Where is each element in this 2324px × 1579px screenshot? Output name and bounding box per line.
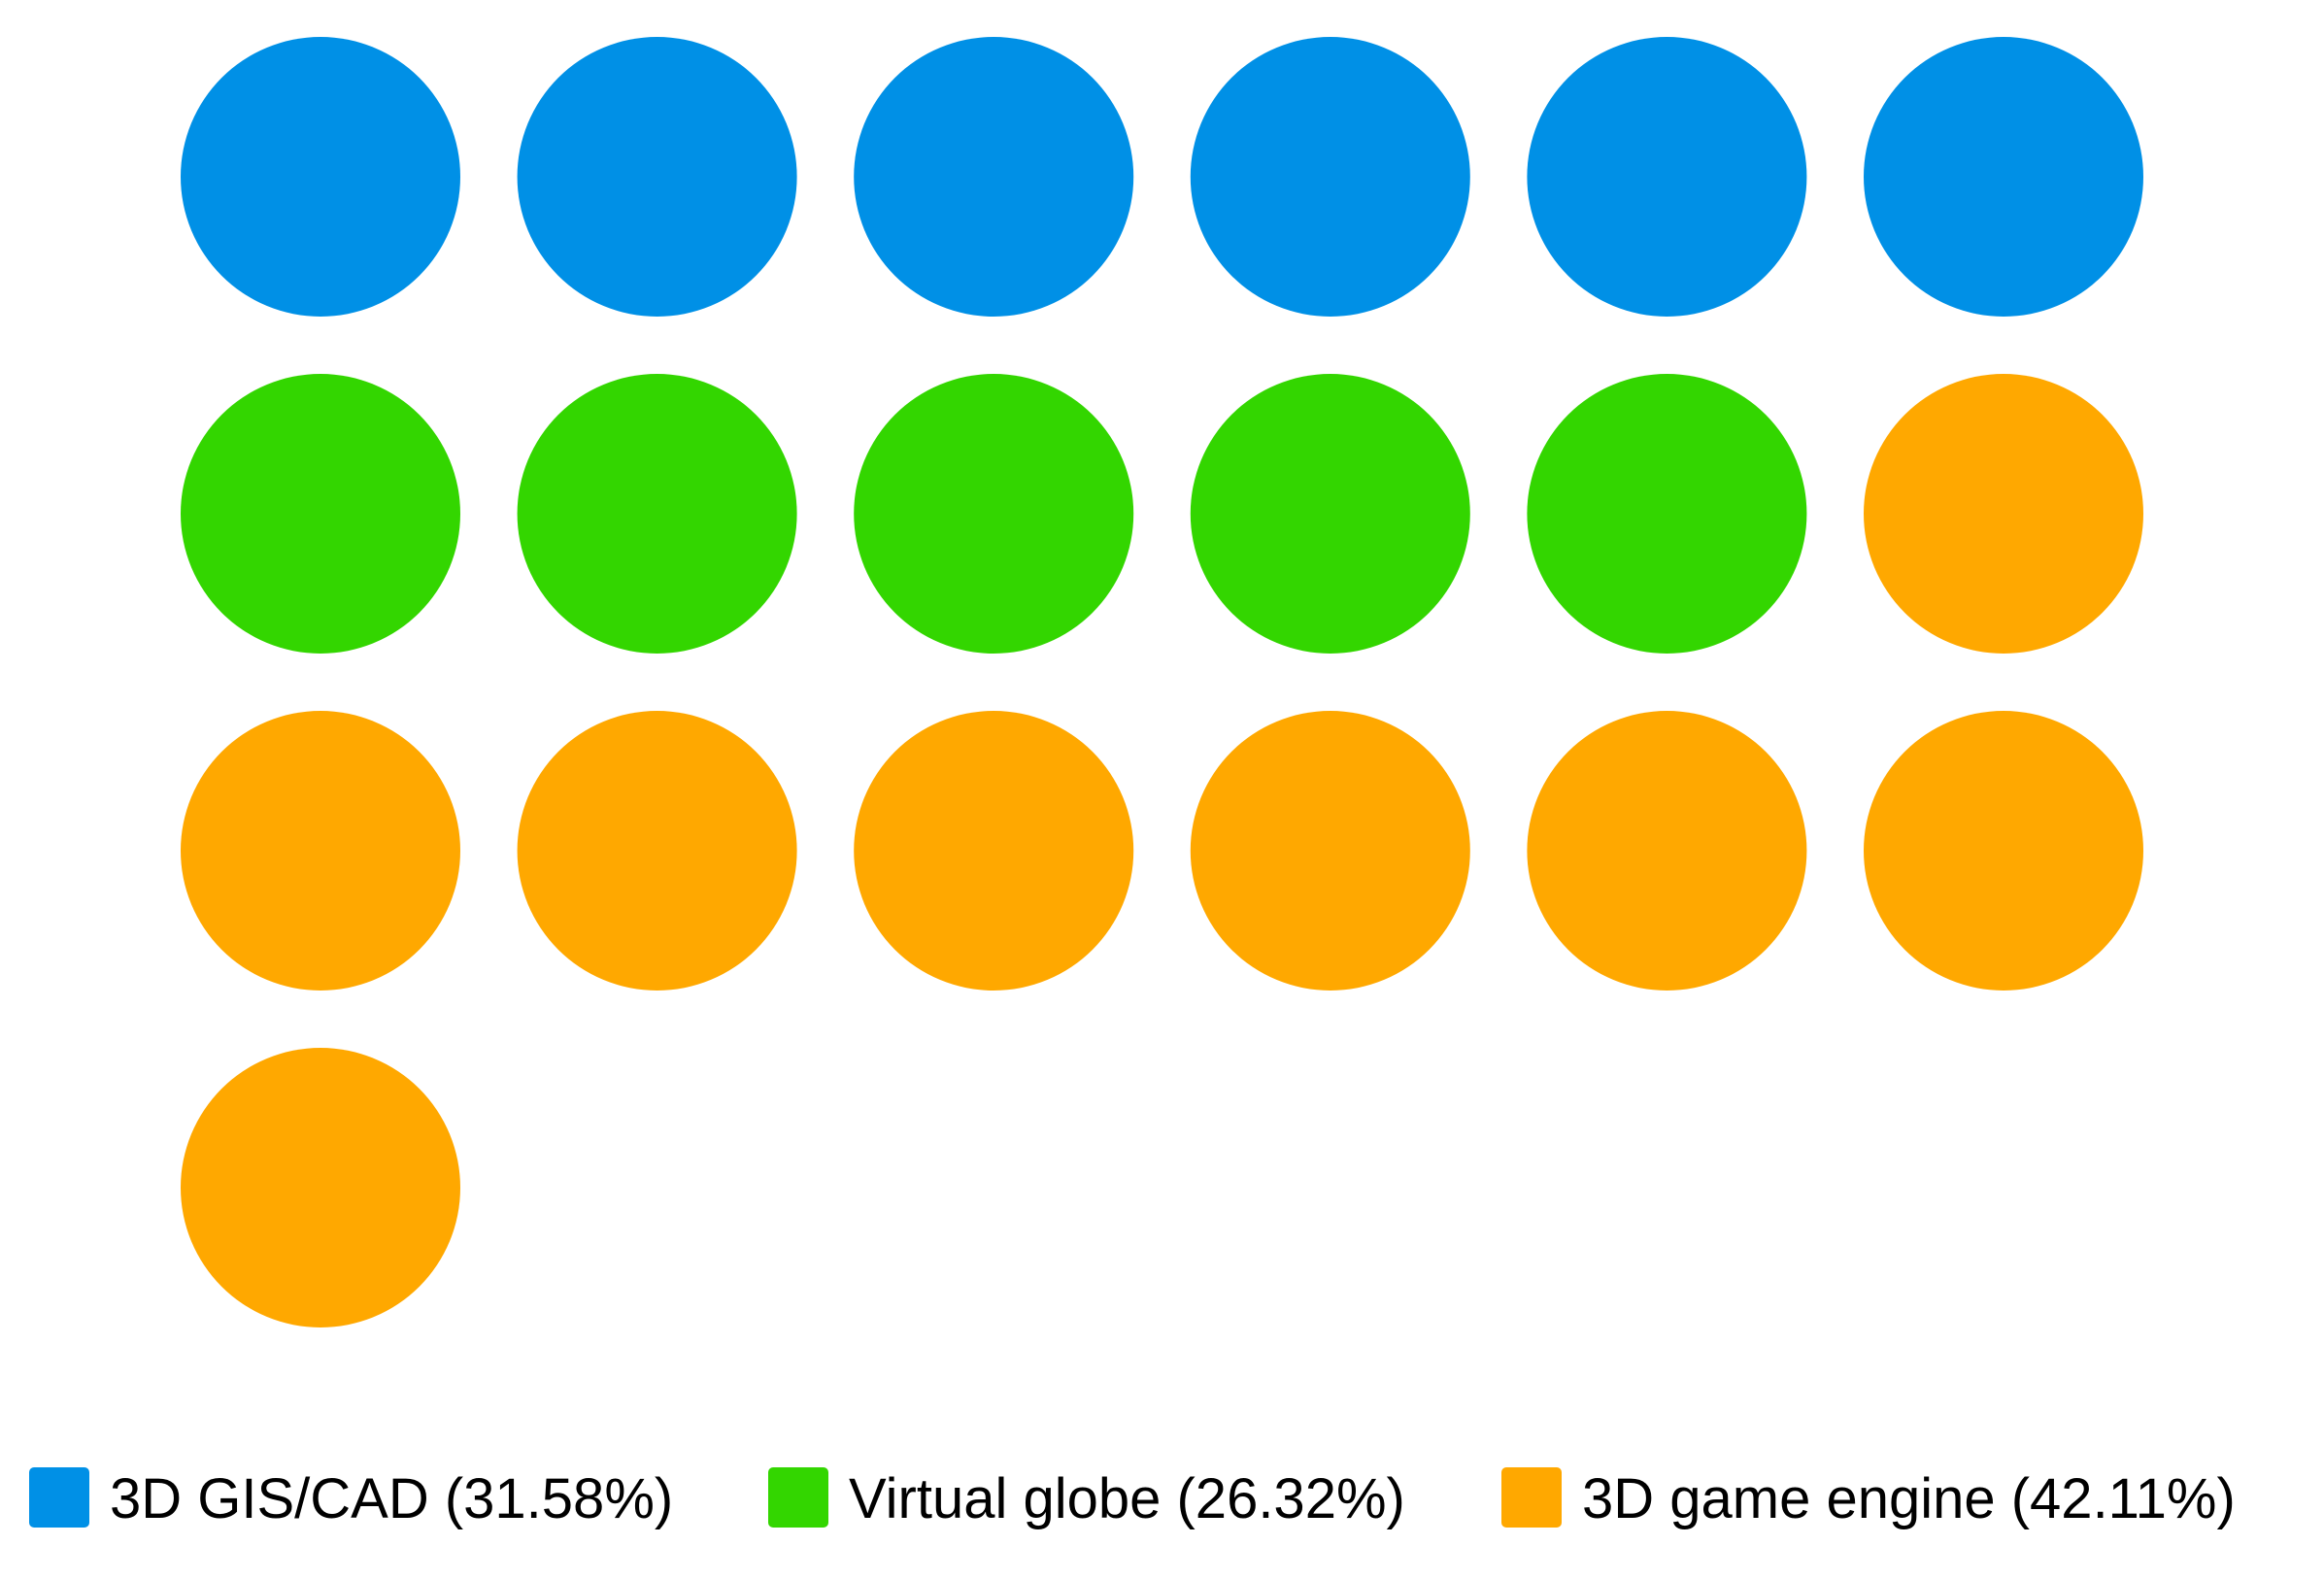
dot-3d-gis-cad bbox=[181, 37, 460, 317]
dot-virtual-globe bbox=[517, 374, 797, 654]
dot-3d-gis-cad bbox=[1190, 37, 1470, 317]
legend-swatch-3d-game-engine bbox=[1501, 1467, 1562, 1528]
dot-3d-game-engine bbox=[1864, 374, 2143, 654]
dot-3d-game-engine bbox=[181, 1048, 460, 1327]
dot-3d-game-engine bbox=[1190, 711, 1470, 991]
legend-item-3d-game-engine[interactable]: 3D game engine (42.11%) bbox=[1501, 1467, 2236, 1530]
dot-3d-game-engine bbox=[854, 711, 1134, 991]
dot-3d-game-engine bbox=[1864, 711, 2143, 991]
dot-virtual-globe bbox=[181, 374, 460, 654]
legend-swatch-virtual-globe bbox=[768, 1467, 828, 1528]
dot-virtual-globe bbox=[1190, 374, 1470, 654]
dot-3d-game-engine bbox=[1527, 711, 1807, 991]
dot-3d-gis-cad bbox=[1864, 37, 2143, 317]
dot-3d-game-engine bbox=[517, 711, 797, 991]
waffle-dots bbox=[181, 37, 2143, 1327]
legend: 3D GIS/CAD (31.58%) Virtual globe (26.32… bbox=[29, 1467, 2236, 1530]
legend-item-3d-gis-cad[interactable]: 3D GIS/CAD (31.58%) bbox=[29, 1467, 673, 1530]
dot-3d-gis-cad bbox=[854, 37, 1134, 317]
legend-label-3d-gis-cad: 3D GIS/CAD (31.58%) bbox=[110, 1467, 673, 1530]
legend-item-virtual-globe[interactable]: Virtual globe (26.32%) bbox=[768, 1467, 1405, 1530]
dot-3d-gis-cad bbox=[517, 37, 797, 317]
dot-3d-game-engine bbox=[181, 711, 460, 991]
legend-label-virtual-globe: Virtual globe (26.32%) bbox=[849, 1467, 1405, 1530]
dot-3d-gis-cad bbox=[1527, 37, 1807, 317]
legend-label-3d-game-engine: 3D game engine (42.11%) bbox=[1582, 1467, 2236, 1530]
dot-virtual-globe bbox=[1527, 374, 1807, 654]
dot-virtual-globe bbox=[854, 374, 1134, 654]
legend-swatch-3d-gis-cad bbox=[29, 1467, 89, 1528]
